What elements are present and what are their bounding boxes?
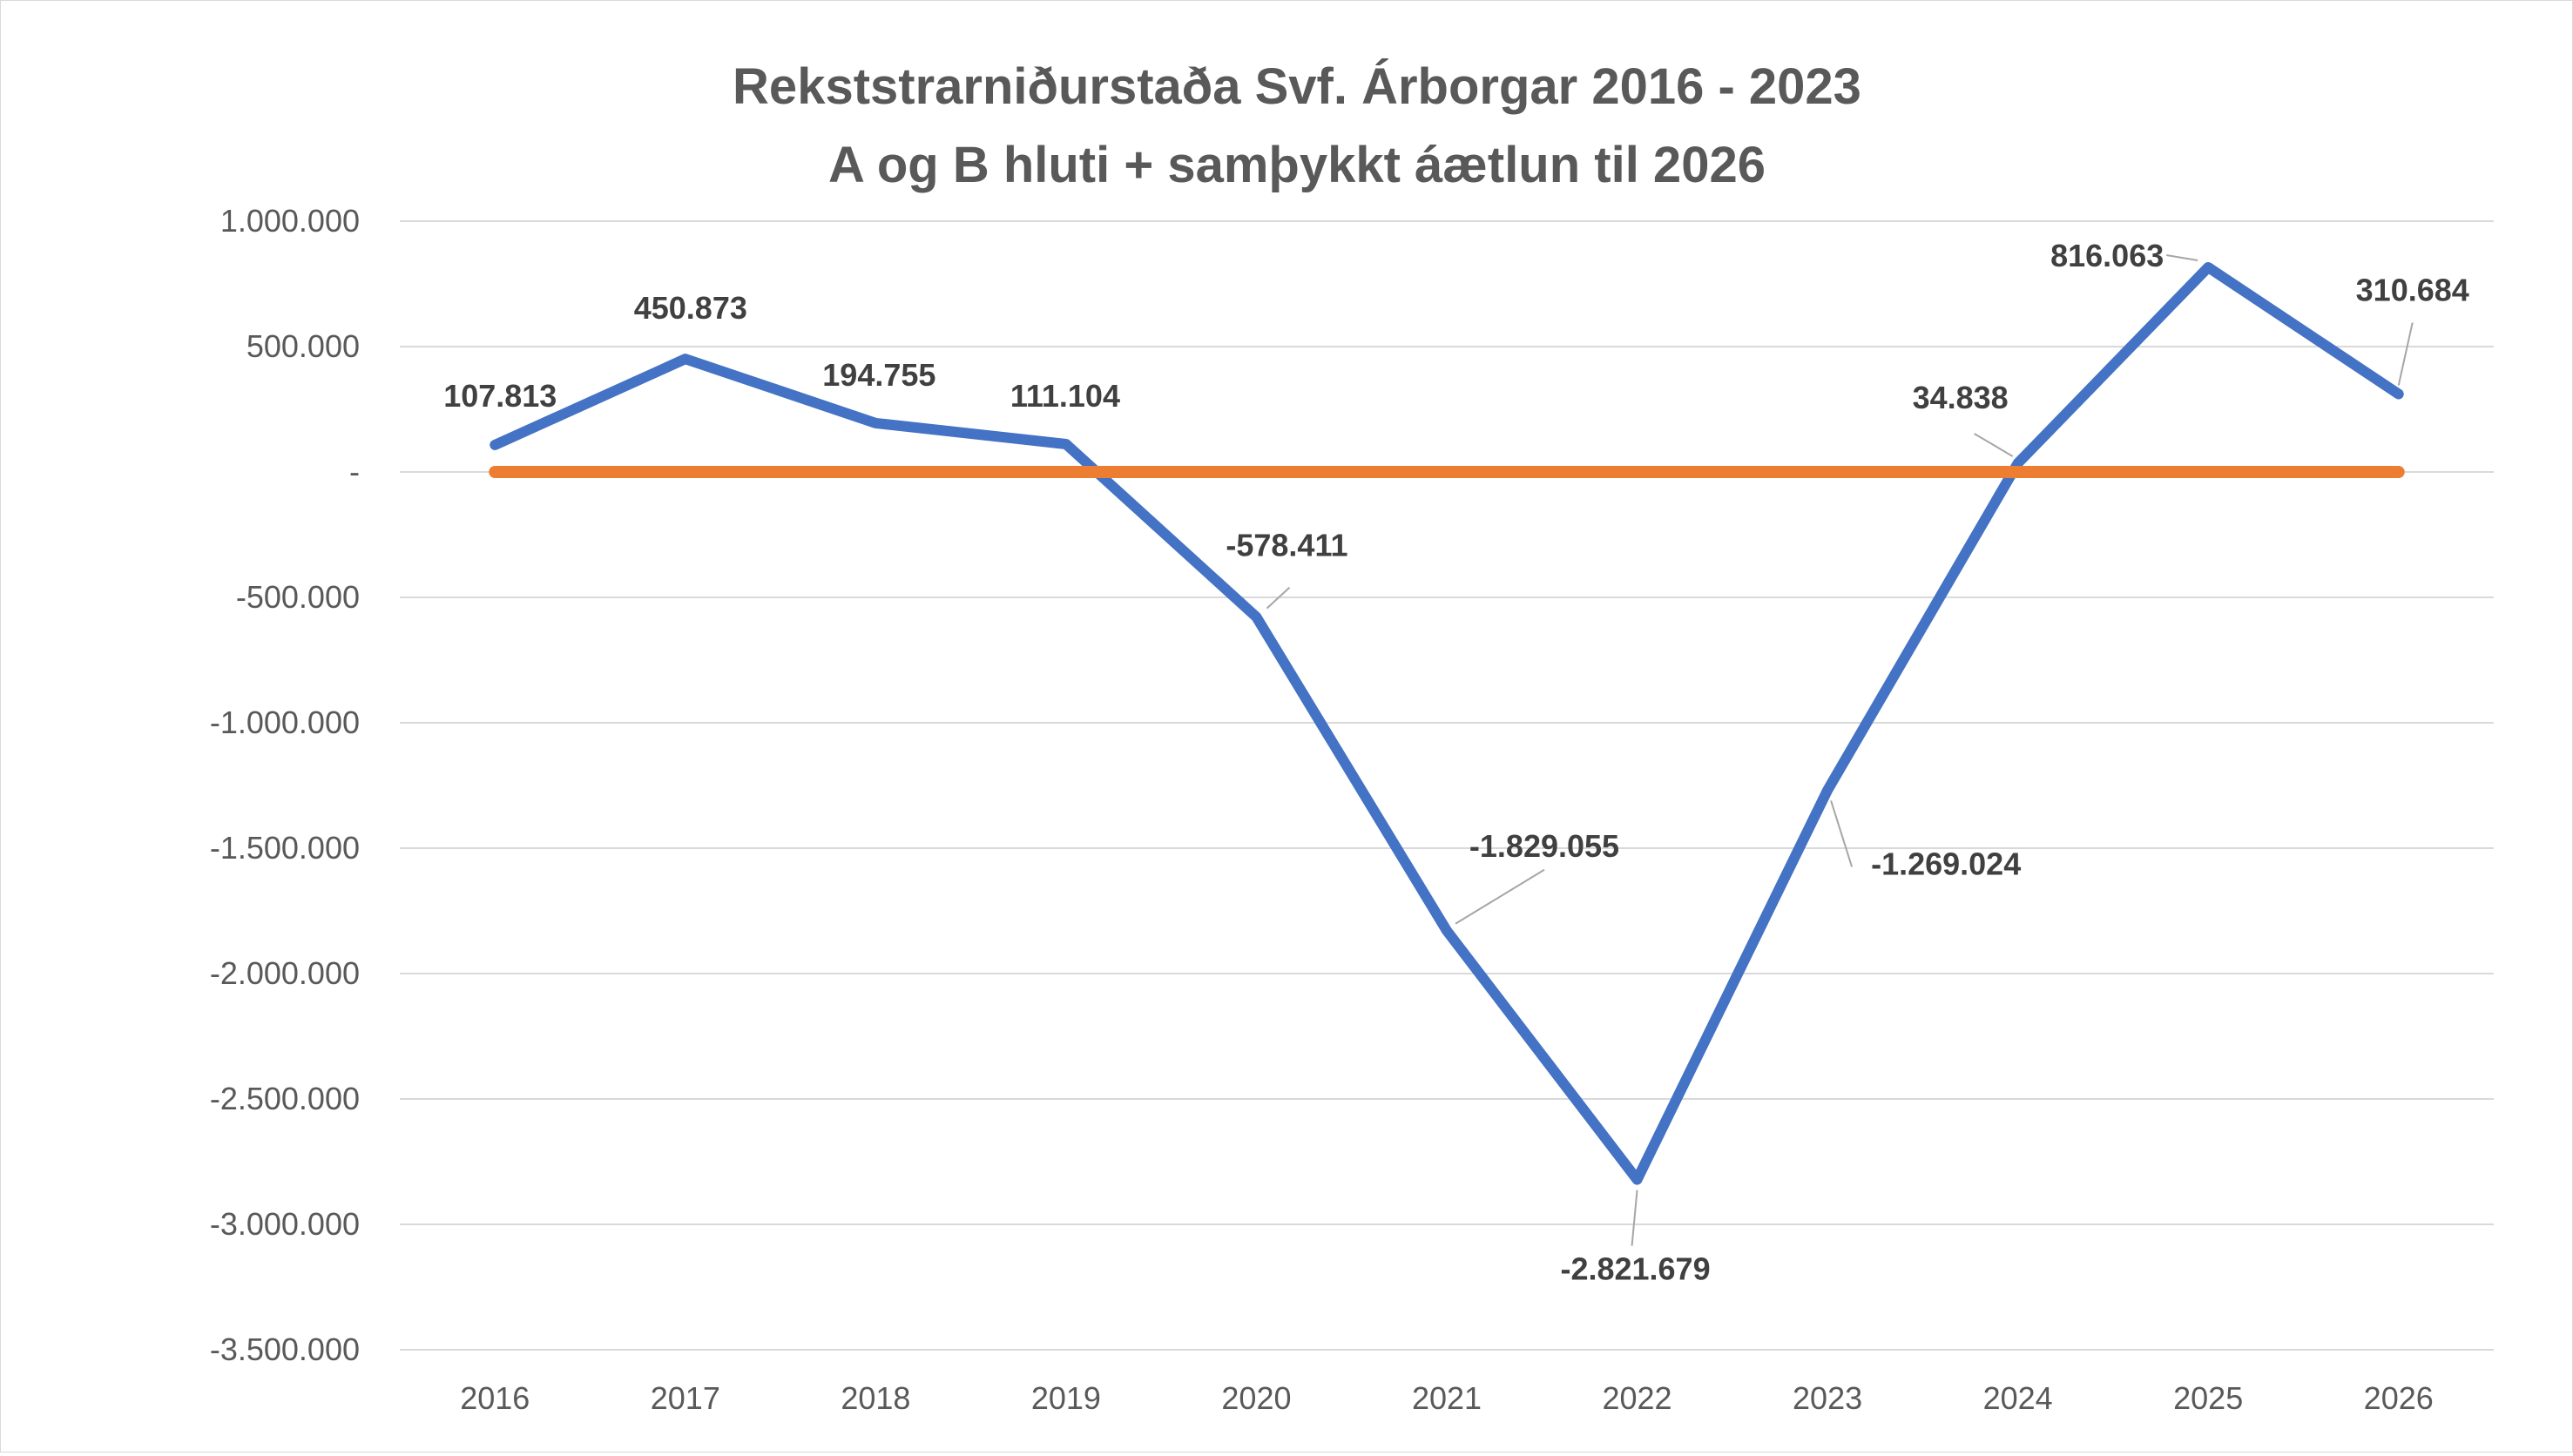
- y-tick-label: 500.000: [246, 328, 360, 364]
- series-line: [490, 261, 2404, 1185]
- x-tick-label: 2025: [2173, 1380, 2243, 1416]
- data-label: 107.813: [443, 378, 557, 414]
- x-tick-label: 2026: [2364, 1380, 2434, 1416]
- x-tick-label: 2016: [460, 1380, 530, 1416]
- y-tick-label: -2.000.000: [210, 955, 360, 991]
- x-tick-label: 2022: [1602, 1380, 1671, 1416]
- data-label: -1.269.024: [1871, 846, 2021, 881]
- y-tick-label: -2.500.000: [210, 1081, 360, 1116]
- y-axis-tick-labels: 1.000.000 500.000 - -500.000 -1.000.000 -1.50…: [210, 203, 360, 1367]
- y-tick-label: -1.000.000: [210, 704, 360, 740]
- chart-title-line-2: A og B hluti + samþykkt áætlun til 2026: [828, 137, 1766, 193]
- y-tick-label: -1.500.000: [210, 830, 360, 866]
- x-tick-label: 2023: [1793, 1380, 1862, 1416]
- y-tick-label: -500.000: [236, 579, 360, 615]
- data-labels: 107.813 450.873 194.755 111.104 -578.411 -1.8…: [443, 238, 2469, 1287]
- y-tick-label: -3.000.000: [210, 1206, 360, 1242]
- data-label: 111.104: [1010, 378, 1120, 414]
- leader-line: [1830, 800, 1854, 867]
- y-tick-label: 1.000.000: [220, 203, 360, 239]
- data-label: 34.838: [1913, 380, 2009, 415]
- x-axis-tick-labels: 2016 2017 2018 2019 2020 2021 2022 2023 2024 2025…: [460, 1380, 2434, 1416]
- data-label: -1.829.055: [1469, 828, 1619, 864]
- leader-line: [1631, 1190, 1638, 1246]
- data-label: 194.755: [822, 357, 935, 393]
- leader-line: [2397, 322, 2414, 386]
- y-tick-label: -3.500.000: [210, 1331, 360, 1367]
- x-tick-label: 2017: [651, 1380, 720, 1416]
- data-label: -578.411: [1226, 528, 1347, 563]
- y-tick-label: -: [349, 454, 360, 489]
- data-label: 310.684: [2356, 273, 2469, 308]
- chart-title-line-1: Rekststrarniðurstaða Svf. Árborgar 2016 …: [733, 58, 1861, 115]
- label-leader-lines: [1266, 253, 2414, 1246]
- leader-line: [1266, 586, 1291, 610]
- series-lines: [489, 261, 2405, 1185]
- data-label: -2.821.679: [1560, 1251, 1710, 1287]
- x-tick-label: 2018: [841, 1380, 910, 1416]
- gridlines: [400, 220, 2494, 1351]
- x-tick-label: 2020: [1221, 1380, 1291, 1416]
- x-tick-label: 2021: [1412, 1380, 1482, 1416]
- leader-line: [2166, 253, 2198, 261]
- leader-line: [1455, 868, 1545, 925]
- data-label: 816.063: [2050, 238, 2164, 273]
- leader-line: [1974, 433, 2014, 457]
- x-tick-label: 2019: [1031, 1380, 1101, 1416]
- x-tick-label: 2024: [1983, 1380, 2053, 1416]
- data-label: 450.873: [634, 290, 747, 326]
